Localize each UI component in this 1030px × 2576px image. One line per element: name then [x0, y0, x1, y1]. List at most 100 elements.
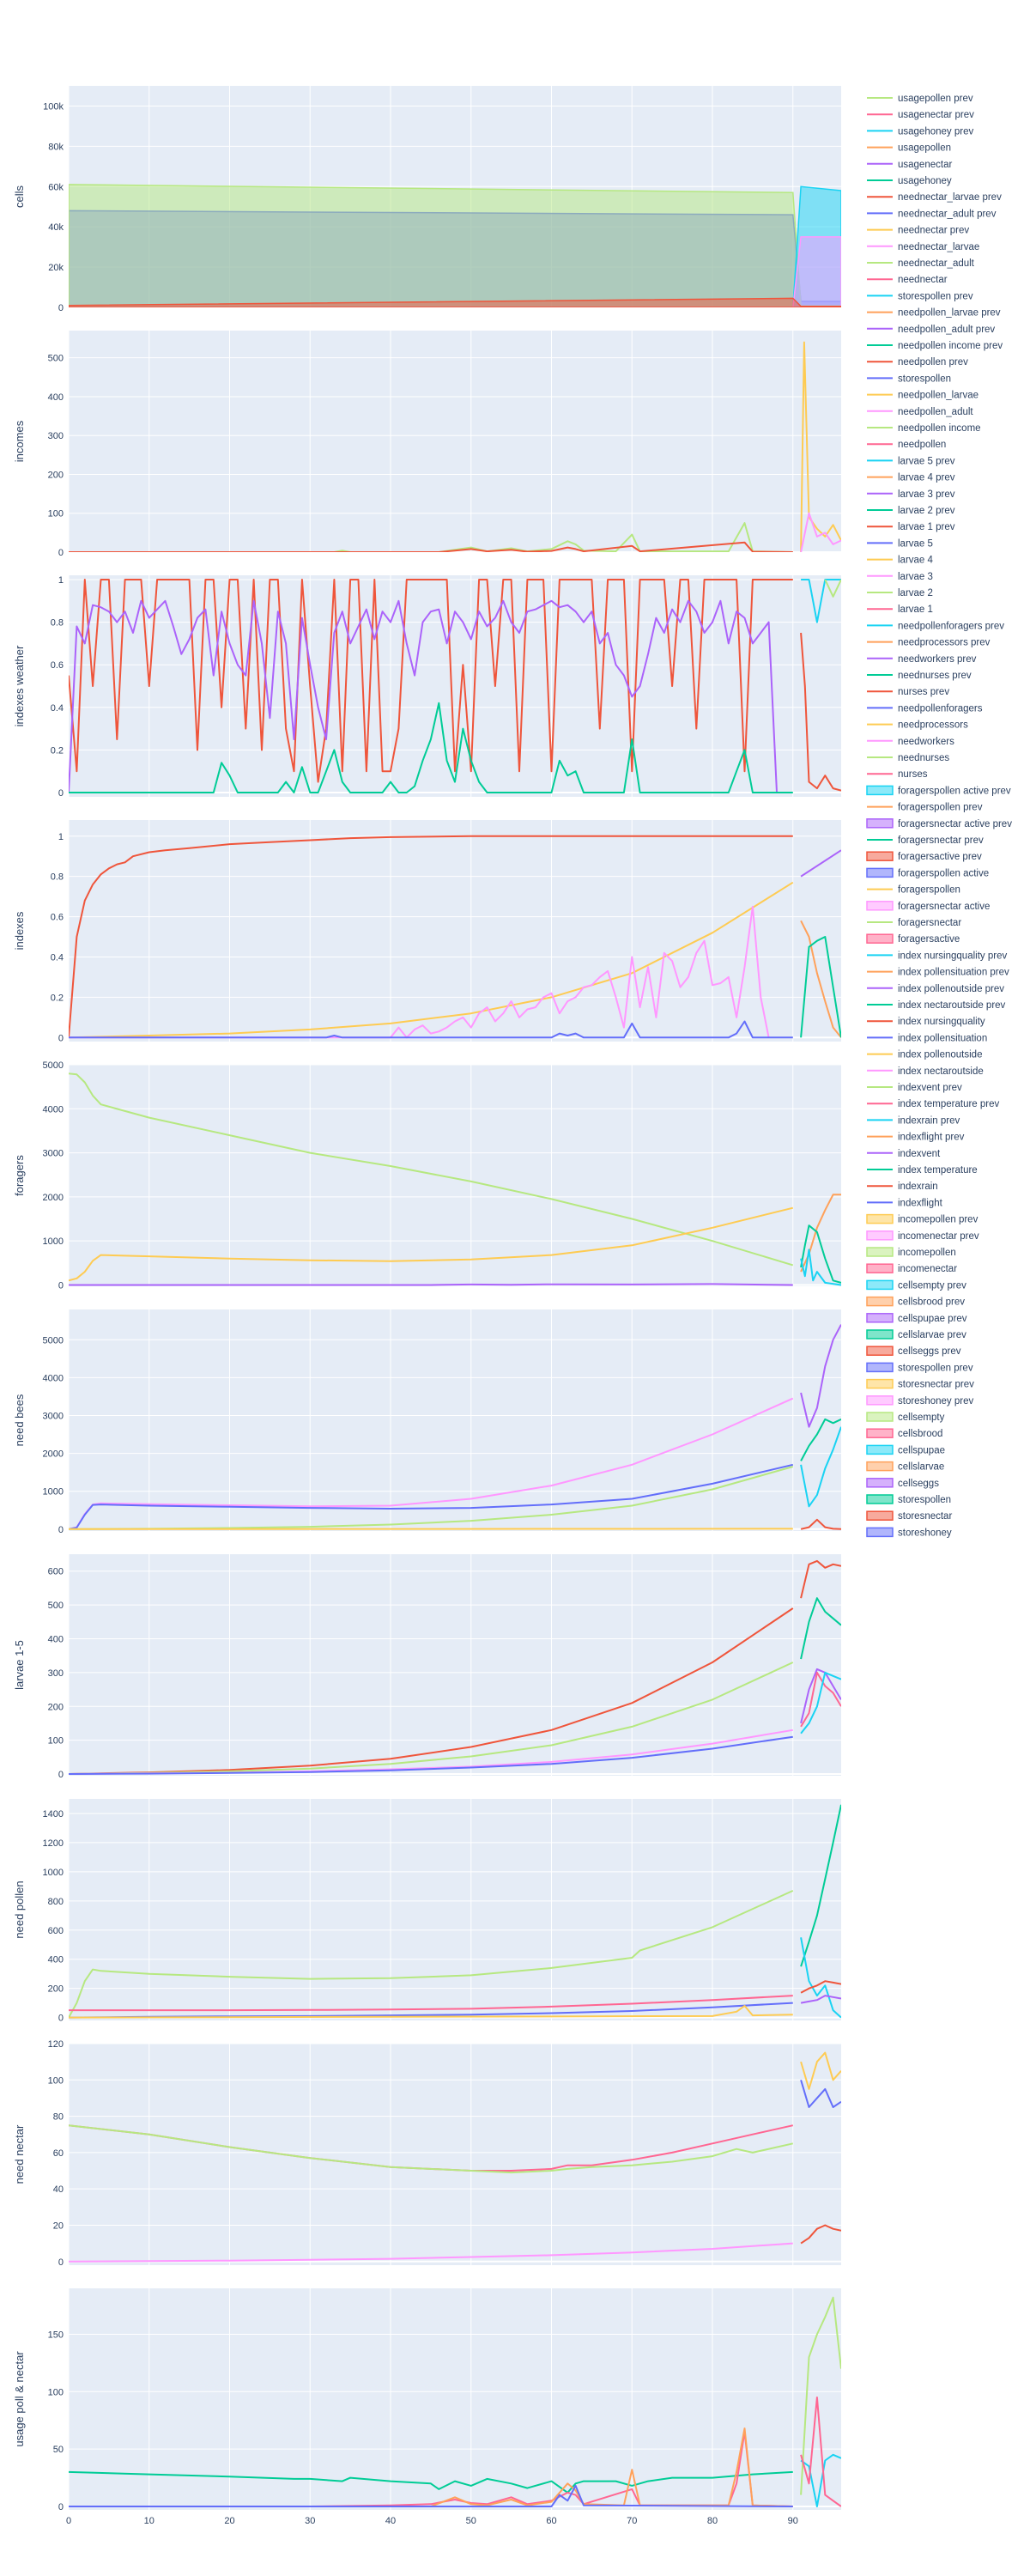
legend-item-needpollenforagers-prev[interactable]: needpollenforagers prev — [867, 621, 1004, 631]
legend-item-larvae-4-prev[interactable]: larvae 4 prev — [867, 473, 955, 483]
legend-item-indexrain[interactable]: indexrain — [867, 1182, 938, 1192]
legend-item-foragerspollen-active-prev[interactable]: foragerspollen active prev — [866, 785, 1011, 796]
legend-item-cellsempty[interactable]: cellsempty — [866, 1412, 945, 1423]
panel-foragers: 0 1000 2000 3000 4000 5000 foragers — [13, 1060, 841, 1291]
legend-item-needpollen-larvae-prev[interactable]: needpollen_larvae prev — [867, 308, 1001, 319]
legend-item-needpollenforagers[interactable]: needpollenforagers — [867, 703, 983, 714]
legend-item-neednurses-prev[interactable]: neednurses prev — [867, 671, 972, 681]
legend-item-usagehoney-prev[interactable]: usagehoney prev — [867, 126, 973, 137]
legend-item-index-nursingquality-prev[interactable]: index nursingquality prev — [867, 951, 1007, 961]
legend-item-cellsempty-prev[interactable]: cellsempty prev — [866, 1279, 966, 1291]
legend-item-needpollen-larvae[interactable]: needpollen_larvae — [867, 391, 978, 401]
legend-item-larvae-3-prev[interactable]: larvae 3 prev — [867, 489, 955, 500]
legend-item-needprocessors[interactable]: needprocessors — [867, 720, 968, 731]
legend-item-cellsbrood[interactable]: cellsbrood — [866, 1428, 942, 1439]
legend-item-larvae-5[interactable]: larvae 5 — [867, 538, 933, 549]
legend-item-storesnectar[interactable]: storesnectar — [866, 1510, 952, 1522]
legend-item-indexrain-prev[interactable]: indexrain prev — [867, 1115, 960, 1126]
legend-item-cellseggs-prev[interactable]: cellseggs prev — [866, 1346, 961, 1357]
legend-item-storespollen[interactable]: storespollen — [867, 374, 951, 384]
legend-item-index-pollenoutside[interactable]: index pollenoutside — [867, 1050, 982, 1060]
legend-item-foragerspollen-prev[interactable]: foragerspollen prev — [867, 803, 983, 813]
legend-item-usagenectar[interactable]: usagenectar — [867, 160, 952, 170]
legend-item-indexvent[interactable]: indexvent — [867, 1149, 941, 1159]
legend-item-foragersnectar-active[interactable]: foragersnectar active — [866, 901, 990, 912]
legend-item-foragerspollen[interactable]: foragerspollen — [867, 885, 960, 896]
legend-item-index-nursingquality[interactable]: index nursingquality — [867, 1017, 985, 1027]
legend-item-needpollen-prev[interactable]: needpollen prev — [867, 357, 968, 368]
legend-item-larvae-3[interactable]: larvae 3 — [867, 572, 933, 582]
legend-item-larvae-1-prev[interactable]: larvae 1 prev — [867, 522, 955, 532]
plot-background — [69, 2044, 841, 2265]
legend-item-index-nectaroutside[interactable]: index nectaroutside — [867, 1066, 984, 1077]
legend-item-foragersnectar[interactable]: foragersnectar — [867, 918, 961, 928]
legend-item-cellsbrood-prev[interactable]: cellsbrood prev — [866, 1296, 965, 1308]
legend-item-indexflight[interactable]: indexflight — [867, 1198, 943, 1208]
legend-item-cellslarvae-prev[interactable]: cellslarvae prev — [866, 1329, 966, 1340]
legend-item-usagepollen-prev[interactable]: usagepollen prev — [867, 94, 973, 104]
legend-item-larvae-5-prev[interactable]: larvae 5 prev — [867, 456, 955, 466]
legend-item-cellseggs[interactable]: cellseggs — [866, 1478, 939, 1489]
legend-item-neednectar-adult-prev[interactable]: neednectar_adult prev — [867, 209, 997, 219]
legend-item-needpollen-income-prev[interactable]: needpollen income prev — [867, 341, 1003, 351]
legend-item-cellspupae[interactable]: cellspupae — [866, 1444, 945, 1455]
legend-item-incomenectar[interactable]: incomenectar — [866, 1263, 957, 1274]
legend-item-storeshoney[interactable]: storeshoney — [866, 1527, 952, 1538]
legend-item-index-pollensituation[interactable]: index pollensituation — [867, 1033, 987, 1043]
legend-item-index-temperature[interactable]: index temperature — [867, 1165, 978, 1176]
series-needprocessors-prev-line — [800, 1426, 841, 1508]
legend-item-index-nectaroutside-prev[interactable]: index nectaroutside prev — [867, 1000, 1006, 1011]
y-tick-label: 3000 — [43, 1149, 64, 1159]
legend-item-storespollen[interactable]: storespollen — [866, 1494, 951, 1505]
legend-item-usagenectar-prev[interactable]: usagenectar prev — [867, 110, 974, 120]
legend-item-index-pollenoutside-prev[interactable]: index pollenoutside prev — [867, 984, 1004, 994]
legend-item-neednectar-adult[interactable]: neednectar_adult — [867, 258, 975, 269]
legend-item-larvae-4[interactable]: larvae 4 — [867, 556, 934, 566]
legend-item-larvae-2[interactable]: larvae 2 — [867, 588, 933, 598]
legend-item-foragersactive[interactable]: foragersactive — [866, 933, 960, 945]
legend-item-nurses[interactable]: nurses — [867, 769, 928, 780]
legend-item-foragersactive-prev[interactable]: foragersactive prev — [866, 851, 982, 862]
legend-item-incomepollen[interactable]: incomepollen — [866, 1247, 956, 1258]
legend-item-cellspupae-prev[interactable]: cellspupae prev — [866, 1313, 967, 1324]
legend-item-foragersnectar-active-prev[interactable]: foragersnectar active prev — [866, 818, 1012, 829]
series-indexrain-prev-line — [800, 632, 841, 792]
legend-item-needpollen-income[interactable]: needpollen income — [867, 423, 981, 434]
legend-item-storespollen-prev[interactable]: storespollen prev — [866, 1362, 973, 1373]
series-needforagers-line — [69, 1463, 794, 1530]
y-tick-label: 80 — [53, 2112, 64, 2123]
legend-item-indexvent-prev[interactable]: indexvent prev — [867, 1083, 962, 1093]
legend-item-foragerspollen-active[interactable]: foragerspollen active — [866, 867, 989, 878]
legend-item-needpollen[interactable]: needpollen — [867, 440, 946, 450]
legend-item-foragersnectar-prev[interactable]: foragersnectar prev — [867, 835, 984, 846]
legend-item-cellslarvae[interactable]: cellslarvae — [866, 1461, 944, 1473]
legend-item-needpollen-adult-prev[interactable]: needpollen_adult prev — [867, 325, 995, 335]
legend-item-larvae-1[interactable]: larvae 1 — [867, 605, 933, 615]
legend-item-indexflight-prev[interactable]: indexflight prev — [867, 1133, 965, 1143]
legend-item-usagepollen[interactable]: usagepollen — [867, 143, 951, 154]
legend-item-index-temperature-prev[interactable]: index temperature prev — [867, 1099, 1000, 1109]
legend-item-nurses-prev[interactable]: nurses prev — [867, 687, 949, 697]
legend-item-neednectar[interactable]: neednectar — [867, 275, 948, 285]
legend-item-needworkers-prev[interactable]: needworkers prev — [867, 654, 977, 665]
legend-item-needpollen-adult[interactable]: needpollen_adult — [867, 407, 973, 417]
legend[interactable]: usagepollen prev usagenectar prev usagehon… — [866, 94, 1012, 1538]
legend-item-usagehoney[interactable]: usagehoney — [867, 176, 952, 186]
legend-item-neednectar-larvae-prev[interactable]: neednectar_larvae prev — [867, 192, 1002, 203]
legend-item-incomepollen-prev[interactable]: incomepollen prev — [866, 1213, 978, 1225]
series-group — [69, 1072, 841, 1286]
legend-label: needworkers — [898, 737, 954, 747]
series-index-nectaroutside-line — [69, 905, 770, 1039]
legend-item-neednectar-prev[interactable]: neednectar prev — [867, 226, 969, 236]
legend-item-needprocessors-prev[interactable]: needprocessors prev — [867, 638, 991, 648]
legend-item-neednectar-larvae[interactable]: neednectar_larvae — [867, 242, 979, 252]
legend-item-neednurses[interactable]: neednurses — [867, 753, 949, 763]
legend-item-storesnectar-prev[interactable]: storesnectar prev — [866, 1378, 974, 1390]
legend-item-incomenectar-prev[interactable]: incomenectar prev — [866, 1230, 979, 1242]
legend-item-storespollen-prev[interactable]: storespollen prev — [867, 291, 973, 301]
x-tick-label: 40 — [385, 2516, 396, 2526]
legend-item-storeshoney-prev[interactable]: storeshoney prev — [866, 1395, 973, 1406]
legend-item-larvae-2-prev[interactable]: larvae 2 prev — [867, 506, 955, 516]
legend-item-index-pollensituation-prev[interactable]: index pollensituation prev — [867, 968, 1009, 978]
legend-item-needworkers[interactable]: needworkers — [867, 737, 954, 747]
